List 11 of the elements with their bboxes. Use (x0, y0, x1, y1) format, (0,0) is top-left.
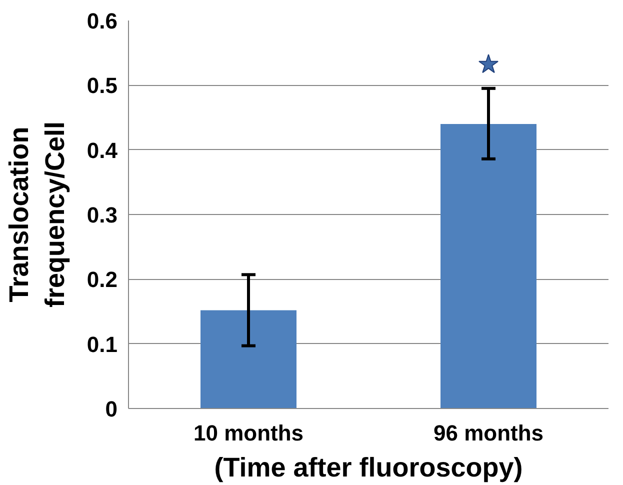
x-tick-label: 10 months (193, 420, 304, 446)
y-tick-label: 0.1 (86, 332, 118, 357)
x-axis-title: (Time after fluoroscopy) (214, 452, 523, 482)
y-tick-label: 0.5 (86, 73, 118, 98)
y-tick-label: 0.2 (86, 267, 118, 292)
y-axis-title: Translocation frequency/Cell (4, 121, 70, 308)
x-tick-label: 96 months (433, 420, 544, 446)
y-tick-label: 0.3 (86, 202, 118, 228)
y-tick-label: 0.4 (86, 138, 118, 163)
y-tick-label: 0 (105, 396, 118, 422)
y-tick-label: 0.6 (86, 8, 118, 34)
